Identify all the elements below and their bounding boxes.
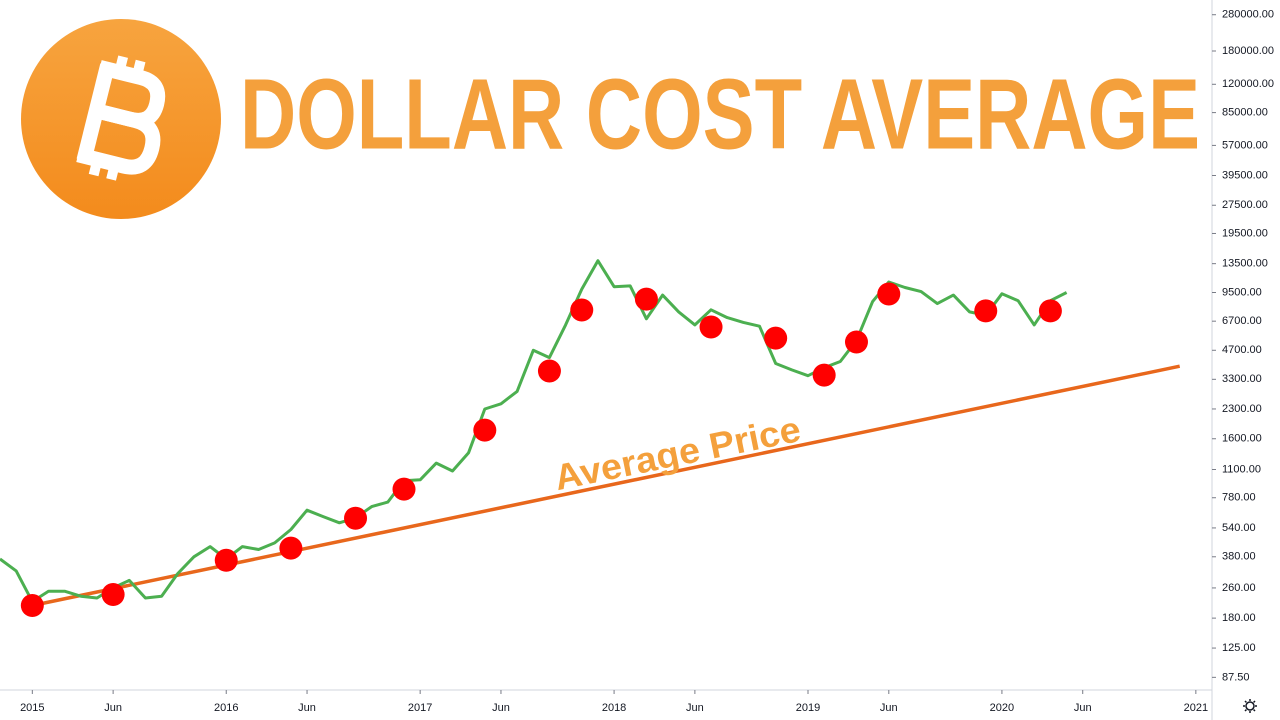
logo-lower [76, 103, 161, 175]
y-tick-label: 260.00 [1222, 582, 1256, 594]
y-tick-label: 780.00 [1222, 492, 1256, 504]
x-tick-label: 2016 [214, 702, 238, 714]
x-tick-label: 2019 [796, 702, 820, 714]
purchase-dot [570, 298, 594, 322]
purchase-dot [279, 536, 303, 560]
purchase-dot [537, 359, 561, 383]
x-tick-label: Jun [1074, 702, 1092, 714]
annotation: Average Price [551, 408, 804, 498]
y-tick-label: 85000.00 [1222, 107, 1268, 119]
y-tick-label: 19500.00 [1222, 227, 1268, 239]
x-tick-label: 2020 [990, 702, 1014, 714]
y-tick-label: 120000.00 [1222, 78, 1274, 90]
purchase-dot [20, 593, 44, 617]
purchase-dot [101, 583, 125, 607]
y-tick-label: 1600.00 [1222, 433, 1262, 445]
logo-b [76, 55, 166, 181]
y-tick-label: 1100.00 [1222, 463, 1261, 475]
purchase-dot [844, 330, 868, 354]
settings-icon-core[interactable] [1245, 701, 1255, 711]
x-tick-label: Jun [104, 702, 122, 714]
x-tick-label: 2021 [1184, 702, 1208, 714]
x-tick-label: 2017 [408, 702, 432, 714]
purchase-dot [1038, 299, 1062, 323]
y-tick-label: 6700.00 [1222, 315, 1262, 327]
purchase-dot [473, 418, 497, 442]
purchase-dot [699, 315, 723, 339]
purchase-dot [344, 506, 368, 530]
settings-icon-spokes[interactable] [1243, 699, 1257, 713]
x-tick-label: Jun [686, 702, 704, 714]
y-tick-label: 4700.00 [1222, 344, 1262, 356]
x-tick-label: 2015 [20, 702, 44, 714]
y-tick-label: 380.00 [1222, 551, 1256, 563]
y-tick-label: 125.00 [1222, 642, 1256, 654]
y-tick-label: 280000.00 [1222, 9, 1274, 21]
purchase-dot [392, 477, 416, 501]
x-tick-label: Jun [492, 702, 510, 714]
y-tick-label: 9500.00 [1222, 286, 1262, 298]
y-tick-label: 13500.00 [1222, 258, 1268, 270]
plot-area [0, 259, 1181, 617]
y-tick-label: 2300.00 [1222, 403, 1262, 415]
y-tick-label: 180.00 [1222, 612, 1256, 624]
purchase-dot [974, 299, 998, 323]
bitcoin-logo [21, 19, 221, 219]
y-tick-label: 180000.00 [1222, 45, 1274, 57]
settings-icon[interactable] [1243, 699, 1257, 713]
purchase-dot [812, 363, 836, 387]
price-line [0, 259, 1068, 604]
y-tick-label: 27500.00 [1222, 199, 1268, 211]
x-tick-label: 2018 [602, 702, 626, 714]
purchase-dot [634, 287, 658, 311]
y-tick-label: 57000.00 [1222, 139, 1268, 151]
y-tick-label: 540.00 [1222, 522, 1256, 534]
x-tick-label: Jun [298, 702, 316, 714]
purchase-dot [764, 326, 788, 350]
y-tick-label: 87.50 [1222, 671, 1250, 683]
y-tick-label: 39500.00 [1222, 169, 1268, 181]
logo-ticks [88, 55, 146, 181]
x-tick-label: Jun [880, 702, 898, 714]
purchase-dot [877, 282, 901, 306]
purchase-dot [214, 548, 238, 572]
chart-title: DOLLAR COST AVERAGE [240, 58, 1200, 170]
y-tick-label: 3300.00 [1222, 373, 1262, 385]
